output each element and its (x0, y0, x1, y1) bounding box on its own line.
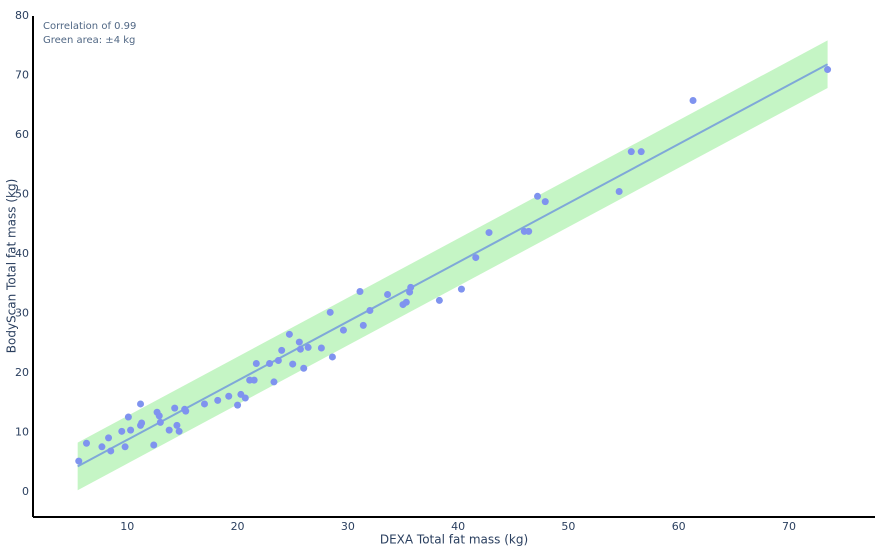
x-tick-label: 40 (451, 520, 465, 533)
point (824, 66, 832, 74)
point (296, 345, 304, 353)
point (435, 296, 443, 304)
point (124, 413, 132, 421)
fit-line (77, 63, 829, 468)
point (615, 188, 623, 196)
y-tick-label: 0 (22, 485, 29, 498)
x-axis-title: DEXA Total fat mass (kg) (380, 533, 528, 547)
point (356, 287, 364, 295)
point (457, 285, 465, 293)
y-tick-label: 80 (15, 9, 29, 22)
point (534, 192, 542, 200)
point (156, 418, 164, 426)
y-tick-label: 70 (15, 69, 29, 82)
x-tick-label: 60 (672, 520, 686, 533)
point (137, 400, 145, 408)
point (485, 229, 493, 237)
point (285, 330, 293, 338)
point (525, 227, 533, 235)
y-tick-label: 60 (15, 128, 29, 141)
point (155, 412, 163, 420)
point (402, 298, 410, 306)
point (118, 427, 126, 435)
point (278, 346, 286, 354)
point (225, 392, 233, 400)
point (359, 321, 367, 329)
x-tick-label: 10 (120, 520, 134, 533)
point (75, 457, 83, 465)
point (171, 404, 179, 412)
point (472, 254, 480, 262)
point (317, 344, 325, 352)
x-tick-label: 30 (341, 520, 355, 533)
point (384, 290, 392, 298)
point (98, 443, 106, 451)
point (266, 359, 274, 367)
point (366, 307, 374, 315)
annotation: Green area: ±4 kg (43, 35, 135, 46)
point (121, 443, 129, 451)
point (328, 353, 336, 361)
point (270, 378, 278, 386)
point (150, 441, 158, 449)
point (689, 96, 697, 104)
point (82, 439, 90, 447)
y-tick-label: 20 (15, 366, 29, 379)
point (138, 419, 146, 427)
point (295, 338, 303, 346)
y-tick-label: 10 (15, 426, 29, 439)
y-tick-label: 40 (15, 247, 29, 260)
y-axis-title: BodyScan Total fat mass (kg) (5, 179, 19, 354)
x-tick-label: 20 (231, 520, 245, 533)
y-tick-label: 50 (15, 188, 29, 201)
point (289, 360, 297, 368)
point (627, 148, 635, 156)
point (637, 148, 645, 156)
point (274, 357, 282, 365)
point (241, 394, 249, 402)
point (234, 401, 242, 409)
point (326, 308, 334, 316)
point (182, 407, 190, 415)
point (250, 376, 258, 384)
x-tick-label: 50 (561, 520, 575, 533)
point (173, 421, 181, 429)
point (339, 326, 347, 334)
point (300, 364, 308, 372)
point (200, 400, 208, 408)
point (214, 396, 222, 404)
point (175, 427, 183, 435)
point (107, 447, 115, 455)
point (541, 198, 549, 206)
point (127, 426, 135, 434)
point (304, 343, 312, 351)
y-tick-label: 30 (15, 307, 29, 320)
point (165, 426, 173, 434)
point (252, 359, 260, 367)
point (105, 434, 113, 442)
point (407, 283, 415, 291)
annotation: Correlation of 0.99 (43, 21, 136, 32)
x-tick-label: 70 (782, 520, 796, 533)
